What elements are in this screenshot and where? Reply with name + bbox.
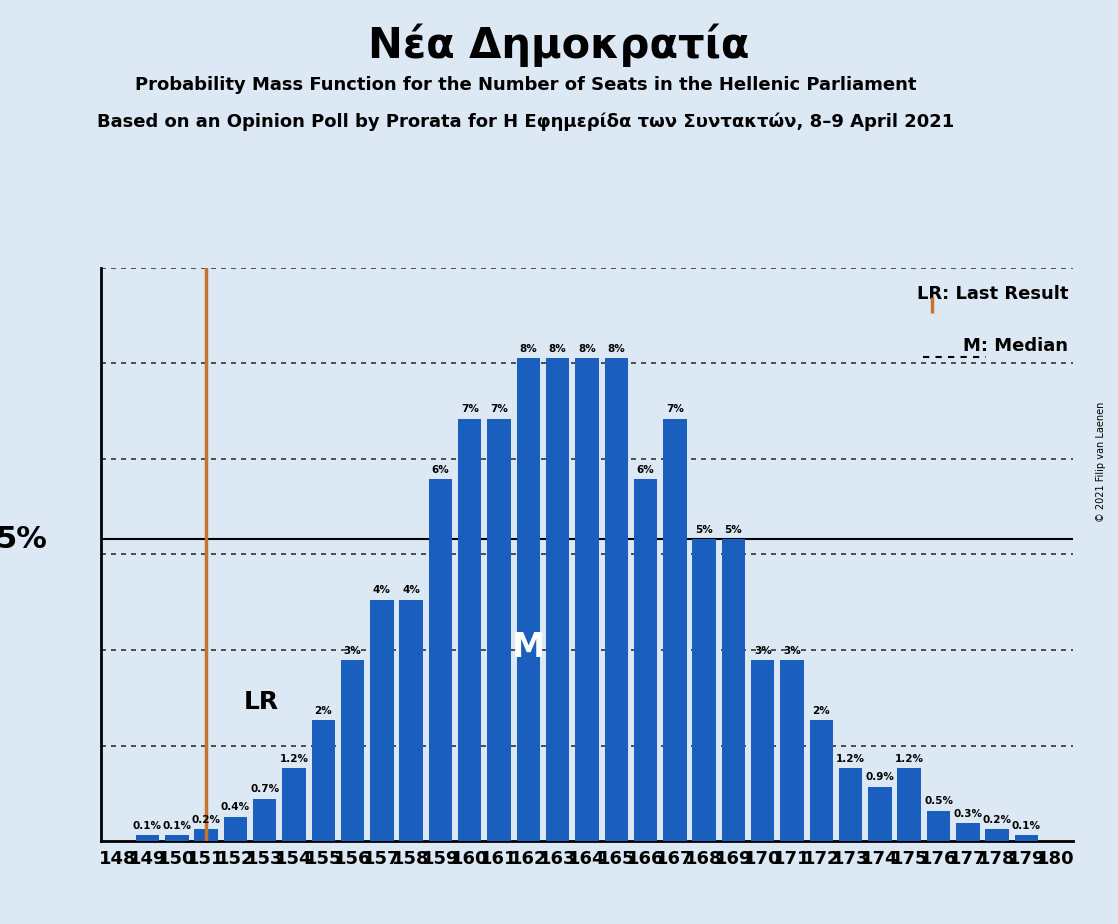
- Text: LR: Last Result: LR: Last Result: [917, 286, 1069, 303]
- Text: 2%: 2%: [813, 706, 831, 716]
- Bar: [517, 359, 540, 841]
- Text: 5%: 5%: [695, 525, 713, 535]
- Text: 3%: 3%: [343, 646, 361, 656]
- Text: M: M: [512, 631, 544, 664]
- Bar: [165, 834, 189, 841]
- Bar: [898, 769, 921, 841]
- Text: 6%: 6%: [636, 465, 654, 475]
- Bar: [692, 540, 716, 841]
- Text: 7%: 7%: [666, 405, 684, 415]
- Bar: [458, 419, 482, 841]
- Text: 3%: 3%: [783, 646, 800, 656]
- Text: 0.9%: 0.9%: [865, 772, 894, 783]
- Bar: [370, 600, 394, 841]
- Text: 5%: 5%: [0, 525, 47, 553]
- Bar: [634, 479, 657, 841]
- Text: 5%: 5%: [724, 525, 742, 535]
- Text: 3%: 3%: [754, 646, 771, 656]
- Text: 1.2%: 1.2%: [894, 754, 923, 764]
- Bar: [576, 359, 598, 841]
- Text: 0.3%: 0.3%: [954, 808, 983, 819]
- Text: 2%: 2%: [314, 706, 332, 716]
- Bar: [809, 720, 833, 841]
- Bar: [135, 834, 159, 841]
- Text: 8%: 8%: [520, 345, 538, 354]
- Text: 8%: 8%: [607, 345, 625, 354]
- Text: 0.5%: 0.5%: [923, 796, 953, 807]
- Text: 0.1%: 0.1%: [133, 821, 162, 831]
- Bar: [224, 817, 247, 841]
- Bar: [1015, 834, 1039, 841]
- Bar: [282, 769, 305, 841]
- Text: 0.4%: 0.4%: [221, 803, 250, 812]
- Text: 7%: 7%: [461, 405, 479, 415]
- Bar: [253, 798, 276, 841]
- Text: 0.7%: 0.7%: [250, 784, 280, 795]
- Text: 8%: 8%: [578, 345, 596, 354]
- Bar: [722, 540, 746, 841]
- Bar: [487, 419, 511, 841]
- Bar: [869, 786, 892, 841]
- Bar: [838, 769, 862, 841]
- Text: 4%: 4%: [402, 586, 420, 595]
- Bar: [780, 660, 804, 841]
- Text: 0.1%: 0.1%: [162, 821, 191, 831]
- Text: 1.2%: 1.2%: [280, 754, 309, 764]
- Text: Based on an Opinion Poll by Prorata for Η Εφημερίδα των Συντακτών, 8–9 April 202: Based on an Opinion Poll by Prorata for …: [97, 113, 954, 131]
- Text: Νέα Δημοκρατία: Νέα Δημοκρατία: [368, 23, 750, 67]
- Text: 0.2%: 0.2%: [191, 815, 220, 824]
- Bar: [195, 829, 218, 841]
- Text: 4%: 4%: [373, 586, 391, 595]
- Bar: [546, 359, 569, 841]
- Text: 8%: 8%: [549, 345, 567, 354]
- Text: 6%: 6%: [432, 465, 449, 475]
- Bar: [985, 829, 1008, 841]
- Bar: [751, 660, 775, 841]
- Bar: [312, 720, 335, 841]
- Bar: [663, 419, 686, 841]
- Bar: [605, 359, 628, 841]
- Bar: [927, 810, 950, 841]
- Text: 1.2%: 1.2%: [836, 754, 865, 764]
- Text: 0.2%: 0.2%: [983, 815, 1012, 824]
- Text: 7%: 7%: [490, 405, 508, 415]
- Text: © 2021 Filip van Laenen: © 2021 Filip van Laenen: [1097, 402, 1106, 522]
- Text: LR: LR: [244, 690, 280, 714]
- Bar: [399, 600, 423, 841]
- Text: M: Median: M: Median: [964, 336, 1069, 355]
- Bar: [428, 479, 452, 841]
- Bar: [956, 822, 979, 841]
- Text: Probability Mass Function for the Number of Seats in the Hellenic Parliament: Probability Mass Function for the Number…: [134, 76, 917, 93]
- Bar: [341, 660, 364, 841]
- Text: 0.1%: 0.1%: [1012, 821, 1041, 831]
